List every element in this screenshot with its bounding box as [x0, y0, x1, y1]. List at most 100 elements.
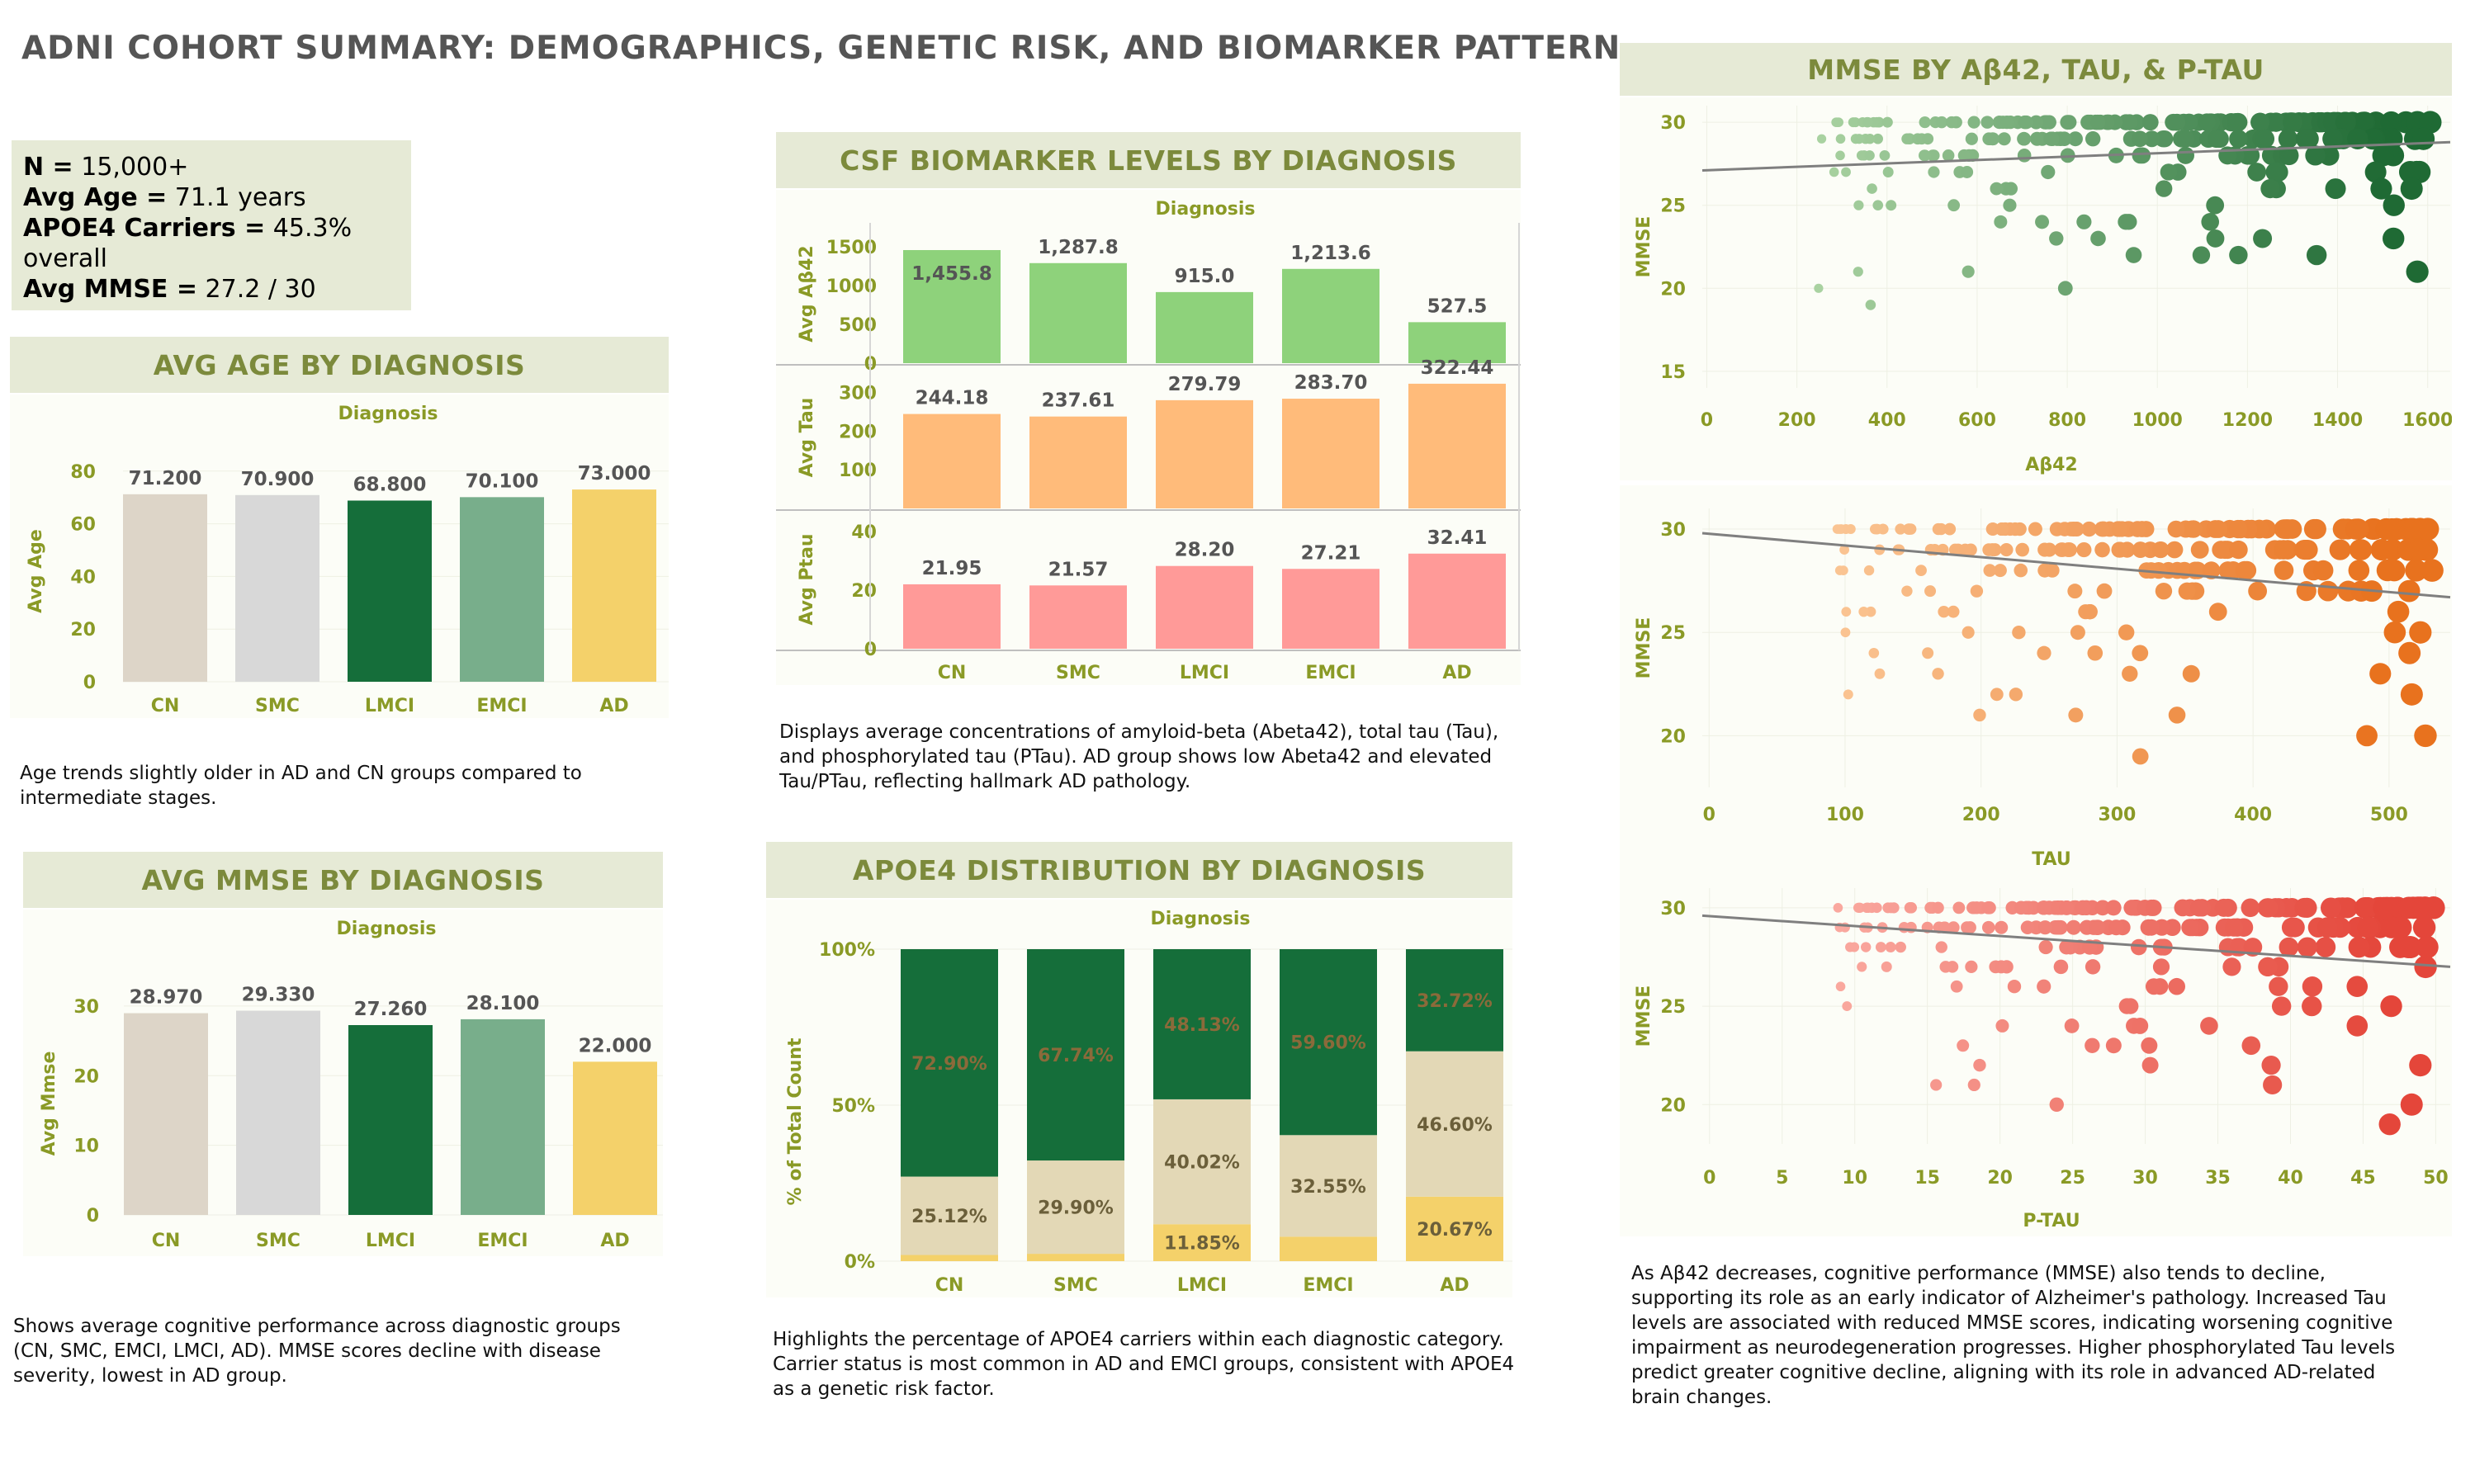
scatter-point [2387, 600, 2410, 623]
x-tick-label: 300 [2098, 805, 2136, 825]
scatter-point [1967, 116, 1980, 129]
scatter-point [2165, 541, 2184, 559]
bar-smc [236, 1010, 320, 1215]
scatter-point [2174, 899, 2192, 917]
scatter-points [1832, 518, 2444, 765]
scatter-point [2364, 161, 2387, 183]
scatter-point [2035, 215, 2050, 229]
scatter-point [2260, 178, 2280, 199]
chart-background [10, 395, 669, 718]
scatter-point [1904, 133, 1915, 145]
scatter-point [2279, 145, 2299, 166]
apoe-stacked-bar-chart: Diagnosis 0% 50% 100% % of Total Count 25.12%… [766, 900, 1512, 1297]
scatter-point [2346, 976, 2369, 998]
scatter-point [1842, 1001, 1853, 1011]
scatter-point [2214, 898, 2233, 917]
scatter-point [2096, 583, 2113, 599]
scatter-point [1850, 117, 1861, 128]
scatter-point [1947, 921, 1960, 934]
scatter-point [2141, 1037, 2158, 1054]
scatter-point [2094, 521, 2110, 537]
scatter-point [2255, 129, 2275, 149]
bar-value-label: 1,455.8 [911, 263, 992, 285]
scatter-point [2356, 725, 2378, 747]
y-axis-label: MMSE [1634, 985, 1654, 1047]
scatter-point [2228, 519, 2248, 539]
bar-value-label: 527.5 [1427, 295, 1488, 317]
scatter-point [1924, 585, 1937, 598]
scatter-point [2346, 1015, 2369, 1037]
scatter-point [1840, 627, 1851, 638]
stack-mid-ad [1406, 1051, 1503, 1197]
x-tick-label: 1000 [2132, 410, 2183, 431]
scatter-point [1853, 902, 1864, 913]
scatter-point [2070, 625, 2085, 640]
scatter-panel-bg [1620, 485, 2452, 875]
y-tick-label: 0 [83, 673, 96, 693]
scatter-point [2059, 900, 2075, 915]
x-category-label: CN [935, 1275, 964, 1296]
scatter-point [2202, 561, 2221, 579]
scatter-point [2059, 939, 2075, 955]
kpi-avg-mmse: Avg MMSE = 27.2 / 30 [23, 275, 316, 304]
stack-value-label: 20.67% [1417, 1220, 1493, 1241]
scatter-point [2155, 582, 2173, 600]
scatter-point [2228, 112, 2247, 132]
bar-lmci [348, 500, 432, 682]
scatter-point [2207, 130, 2226, 149]
scatter-point [2132, 748, 2149, 765]
scatter-point [1945, 116, 1958, 129]
scatter-point [1832, 117, 1842, 127]
scatter-point [1986, 132, 1999, 146]
scatter-point [2406, 260, 2429, 283]
scatter-point [1995, 1018, 2009, 1033]
x-tick-label: 1600 [2402, 410, 2452, 431]
scatter-point [2155, 130, 2172, 148]
scatter-point [2383, 559, 2406, 582]
scatter-point [1857, 962, 1867, 972]
scatter-point [1995, 522, 2009, 536]
scatter-point [1938, 605, 1950, 618]
scatter-point [2053, 959, 2069, 975]
scatter-point [1950, 980, 1963, 993]
bar-value-label: 283.70 [1294, 372, 1368, 394]
kpi-summary: N = 15,000+ Avg Age = 71.1 years APOE4 C… [12, 140, 411, 310]
mmse-panel-title: AVG MMSE BY DIAGNOSIS [23, 852, 663, 908]
x-tick-label: 500 [2370, 805, 2408, 825]
stack-mid-cn [901, 1176, 998, 1255]
bar-value-label: 244.18 [916, 388, 989, 409]
bar-ad [572, 489, 656, 682]
bar-emci [1282, 569, 1379, 649]
scatter-point [2042, 115, 2056, 130]
scatter-point [2261, 1056, 2281, 1075]
scatter-point [1919, 149, 1931, 162]
y-tick-label: 25 [1660, 623, 1686, 644]
bar-emci [461, 1018, 545, 1215]
y-tick-label: 40 [70, 567, 96, 588]
scatter-point [2076, 541, 2092, 558]
scatter-point [2049, 1097, 2064, 1113]
csf-panel-title: CSF BIOMARKER LEVELS BY DIAGNOSIS [776, 132, 1521, 188]
scatter-point [2176, 146, 2194, 164]
scatter-point [2383, 227, 2405, 250]
y-tick-label: 20 [1660, 1095, 1686, 1116]
scatter-point [2416, 518, 2440, 541]
kpi-apoe4: APOE4 Carriers = 45.3% overall [23, 214, 353, 273]
scatter-point [1879, 149, 1891, 161]
scatter-point [2278, 129, 2298, 149]
stack-mid-lmci [1153, 1099, 1251, 1225]
scatter-point [1872, 902, 1882, 914]
chart-background [23, 910, 663, 1256]
scatter-point [2269, 976, 2288, 996]
x-category-label: EMCI [1305, 663, 1356, 683]
scatter-point [2015, 542, 2029, 557]
scatter-point [2067, 584, 2083, 599]
age-description: Age trends slightly older in AD and CN g… [20, 763, 582, 809]
x-tick-label: 0 [1701, 410, 1713, 431]
scatter-point [2305, 145, 2326, 166]
scatter-point [2094, 900, 2111, 916]
scatter-point [1875, 942, 1886, 952]
bar-value-label: 21.95 [922, 558, 982, 579]
y-tick-label: 200 [839, 422, 877, 442]
scatter-point [1814, 283, 1824, 293]
